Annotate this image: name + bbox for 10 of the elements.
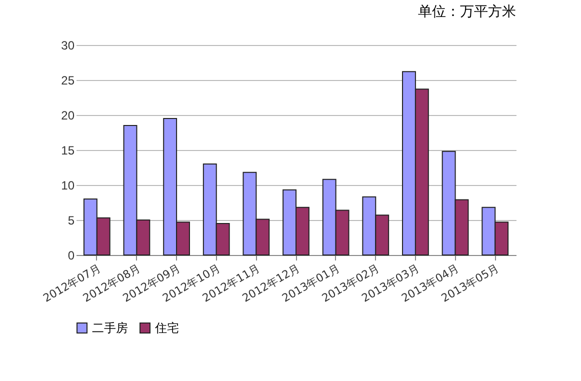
y-tick-label: 25 [61, 74, 75, 88]
y-tick-label: 5 [68, 214, 75, 228]
legend-label: 二手房 [92, 321, 128, 335]
y-tick-label: 10 [61, 178, 75, 192]
y-tick-label: 20 [61, 108, 75, 122]
y-tick-label: 15 [61, 144, 75, 158]
chart-title: 单位：万平方米 [418, 4, 516, 20]
legend-label: 住宅 [154, 321, 179, 335]
y-tick-label: 30 [61, 38, 75, 52]
y-tick-label: 0 [68, 248, 75, 262]
